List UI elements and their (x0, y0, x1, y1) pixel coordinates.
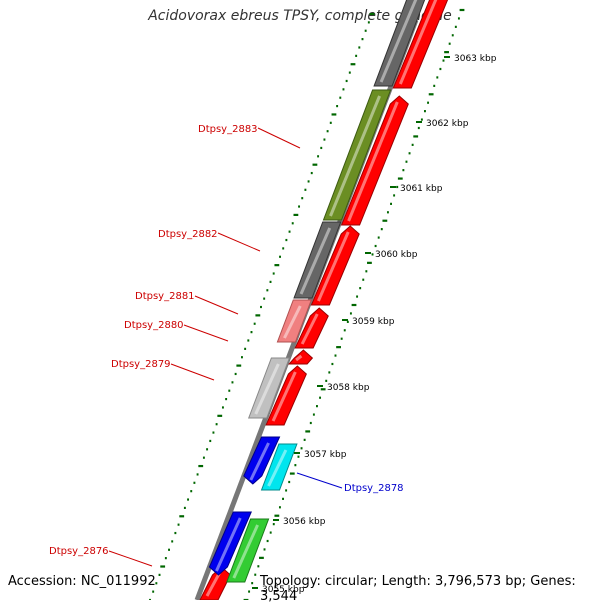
scale-label: 3060 kbp (375, 250, 418, 260)
gene-labels: Dtpsy_2883 Dtpsy_2882 Dtpsy_2881 Dtpsy_2880… (49, 124, 404, 557)
gene-label[interactable]: Dtpsy_2879 (111, 359, 171, 370)
gene-dtpsy-2878-highlight (267, 449, 288, 487)
gene-forward[interactable] (392, 0, 449, 89)
scale-label: 3063 kbp (454, 54, 497, 64)
scale-dots-left (149, 12, 375, 600)
gene-dtpsy-2879-highlight (254, 363, 280, 415)
gene-label[interactable]: Dtpsy_2881 (135, 291, 195, 302)
leader-line (296, 472, 343, 489)
gene-dtpsy-2883[interactable] (322, 89, 392, 221)
gene-green[interactable] (226, 518, 270, 583)
accession-text: Accession: NC_011992 (8, 574, 156, 589)
gene-forward[interactable] (265, 365, 307, 426)
leader-line (183, 324, 229, 342)
gene-dtpsy-2883-highlight (329, 95, 381, 217)
gene-dtpsy-2881-highlight (283, 305, 302, 339)
map-title: Acidovorax ebreus TPSY, complete genome (148, 8, 452, 24)
leader-line (108, 550, 153, 567)
scale-dots-right (243, 8, 465, 600)
gene-blue-highlight (249, 442, 270, 481)
gene-reverse-gray[interactable] (373, 0, 428, 87)
gene-forward-highlight (347, 101, 399, 222)
gene-forward-highlight (295, 354, 303, 362)
gene-blue[interactable] (208, 511, 252, 576)
gene-forward-highlight (300, 313, 319, 345)
leader-line (194, 295, 239, 315)
scale-label: 3056 kbp (283, 517, 326, 527)
gene-blue-highlight (215, 517, 242, 572)
leader-line (170, 363, 215, 381)
scale-label: 3058 kbp (327, 383, 370, 393)
gene-forward-highlight (271, 371, 297, 422)
gene-label[interactable]: Dtpsy_2882 (158, 229, 218, 240)
gene-blue[interactable] (243, 436, 281, 485)
scale-label: 3059 kbp (352, 317, 395, 327)
gene-label[interactable]: Dtpsy_2880 (124, 320, 184, 331)
gene-dtpsy-2882-highlight (299, 227, 332, 295)
gene-forward[interactable] (340, 95, 409, 226)
scale-label: 3055 kbp (262, 585, 305, 595)
gene-dtpsy-2878[interactable] (260, 443, 298, 491)
gene-reverse-gray-highlight (379, 0, 418, 83)
gene-dtpsy-2879[interactable] (247, 357, 291, 419)
scale-label: 3062 kbp (426, 119, 469, 129)
gene-label[interactable]: Dtpsy_2876 (49, 546, 109, 557)
scale-label: 3057 kbp (304, 450, 347, 460)
gene-green-highlight (232, 524, 259, 579)
label-leaders (108, 127, 343, 567)
gene-dtpsy-2881[interactable] (276, 299, 312, 343)
gene-label[interactable]: Dtpsy_2878 (344, 483, 404, 494)
leader-line (217, 232, 261, 252)
gene-forward-highlight (398, 0, 438, 85)
gene-forward[interactable] (288, 349, 314, 365)
gene-forward[interactable] (310, 225, 360, 306)
gene-forward-highlight (317, 231, 350, 302)
gene-forward[interactable] (294, 307, 329, 349)
scale-label: 3061 kbp (400, 184, 443, 194)
scale-labels: 3063 kbp 3062 kbp 3061 kbp 3060 kbp 3059 kbp… (252, 54, 497, 595)
gene-features (199, 0, 449, 600)
leader-line (257, 127, 301, 149)
gene-dtpsy-2882[interactable] (293, 221, 342, 299)
gene-forward-highlight (205, 572, 221, 597)
gene-label[interactable]: Dtpsy_2883 (198, 124, 258, 135)
